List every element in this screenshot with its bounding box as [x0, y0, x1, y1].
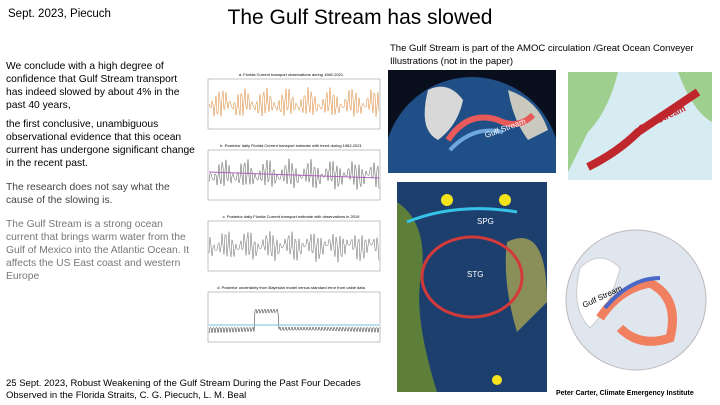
circulation-map: STG SPG [397, 182, 547, 392]
paragraph: the first conclusive, unambiguous observ… [6, 119, 195, 169]
panel-title: c. Posterior daily Florida Current trans… [223, 214, 361, 219]
paragraph: The research does not say what the cause… [6, 182, 170, 206]
panel-line [208, 87, 380, 117]
paper-figure: a. Florida Current transport observation… [207, 72, 381, 343]
panel-line [208, 308, 380, 334]
paragraph: The Gulf Stream is a strong ocean curren… [6, 219, 190, 282]
panel-frame [207, 291, 381, 343]
date-author: Sept. 2023, Piecuch [8, 8, 111, 20]
credit: Peter Carter, Climate Emergency Institut… [556, 390, 694, 397]
slide-title: The Gulf Stream has slowed [227, 6, 493, 29]
illustrations-caption: The Gulf Stream is part of the AMOC circ… [390, 43, 694, 67]
citation: 25 Sept. 2023, Robust Weakening of the G… [6, 378, 361, 401]
panel-line [208, 158, 380, 190]
globe-image-2: Gulf Stream [565, 229, 707, 371]
map-label: STG [467, 270, 483, 279]
map-label: SPG [477, 217, 494, 226]
panel-title: a. Florida Current transport observation… [239, 72, 344, 77]
panel-title: b. Posterior daily Florida Current trans… [220, 143, 362, 148]
paragraph: We conclude with a high degree of confid… [6, 61, 180, 111]
trend-line [208, 171, 380, 179]
panel-title: d. Posterior uncertainty from Bayesian m… [217, 285, 365, 290]
globe-image: Gulf Stream [388, 70, 556, 173]
panel-line [208, 231, 380, 263]
map-image: Gulf Stream [568, 72, 712, 180]
body-text: We conclude with a high degree of confid… [6, 60, 196, 283]
